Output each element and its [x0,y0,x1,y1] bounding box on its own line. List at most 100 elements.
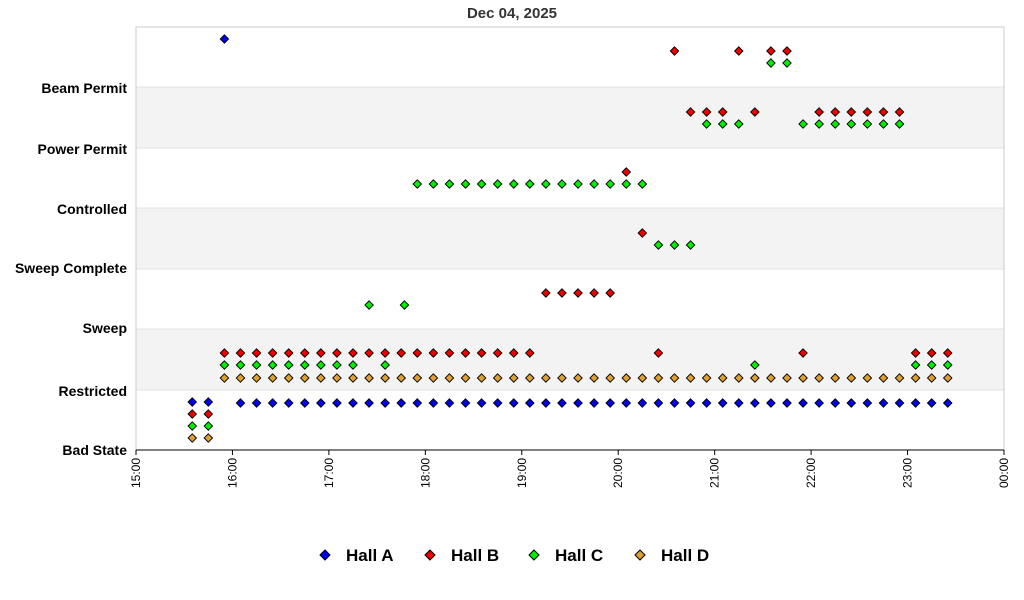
legend-label: Hall B [451,546,499,565]
point-hall-b [524,348,535,358]
point-hall-b [942,348,953,358]
point-hall-b [283,348,294,358]
point-hall-c [219,360,230,370]
point-hall-d [332,373,342,383]
point-hall-b [235,348,246,358]
point-hall-b [926,348,937,358]
point-hall-c [283,360,294,370]
point-hall-d [203,433,214,443]
point-hall-b [557,288,567,298]
point-hall-a [894,398,905,408]
point-hall-d [846,373,857,383]
point-hall-a [508,398,519,408]
point-hall-c [894,119,905,129]
point-hall-b [428,348,439,358]
point-hall-a [685,398,696,408]
point-hall-d [766,373,776,383]
point-hall-d [926,373,937,383]
point-hall-c [573,179,583,189]
y-tick-label: Restricted [59,383,127,399]
point-hall-c [203,421,214,431]
point-hall-b [910,348,921,358]
point-hall-a [653,398,664,408]
point-hall-b [894,107,905,117]
plot-band [136,148,1004,208]
point-hall-a [846,398,857,408]
point-hall-c [460,179,471,189]
point-hall-c [508,179,519,189]
point-hall-d [814,373,824,383]
point-hall-a [605,398,616,408]
point-hall-c [492,179,503,189]
x-tick-label: 00:00 [997,458,1011,488]
point-hall-a [476,398,487,408]
point-hall-c [669,240,680,250]
chart-title: Dec 04, 2025 [467,5,557,22]
point-hall-a [701,398,712,408]
point-hall-a [428,398,439,408]
point-hall-d [283,373,294,383]
point-hall-c [524,179,535,189]
point-hall-a [814,398,824,408]
point-hall-b [798,348,808,358]
point-hall-a [444,398,455,408]
point-hall-c [798,119,808,129]
x-axis: 15:00 16:00 17:00 18:00 19:00 20:00 21:00 22:00… [129,449,1011,488]
plot-band [136,87,1004,148]
x-tick-label: 15:00 [129,458,143,488]
point-hall-d [621,373,632,383]
point-hall-d [316,373,326,383]
point-hall-d [894,373,905,383]
point-hall-c [316,360,326,370]
point-hall-b [653,348,664,358]
point-hall-b [766,46,776,56]
point-hall-a [910,398,921,408]
point-hall-b [203,409,214,419]
point-hall-d [637,373,648,383]
point-hall-c [557,179,567,189]
point-hall-d [299,373,310,383]
plot-band [136,208,1004,269]
point-hall-b [251,348,262,358]
point-hall-b [621,167,632,177]
point-hall-d [830,373,841,383]
point-hall-a [637,398,648,408]
point-hall-b [637,228,648,238]
point-hall-c [830,119,841,129]
point-hall-d [235,373,246,383]
point-hall-b [508,348,519,358]
point-hall-c [364,300,374,310]
point-hall-b [444,348,455,358]
point-hall-b [685,107,696,117]
point-hall-a [460,398,471,408]
point-hall-b [187,409,198,419]
data-points [187,34,953,443]
point-hall-c [589,179,599,189]
point-hall-b [299,348,310,358]
point-hall-a [235,398,246,408]
point-hall-a [782,398,792,408]
point-hall-c [299,360,310,370]
point-hall-c [942,360,953,370]
point-hall-d [605,373,616,383]
legend-marker [424,549,436,561]
point-hall-c [766,58,776,68]
point-hall-d [573,373,583,383]
point-hall-d [862,373,873,383]
point-hall-b [846,107,857,117]
point-hall-a [316,398,326,408]
point-hall-b [782,46,792,56]
x-tick-label: 17:00 [322,458,336,488]
legend-label: Hall A [346,546,394,565]
x-tick-label: 16:00 [225,458,239,488]
point-hall-a [926,398,937,408]
plot-band [136,269,1004,329]
point-hall-b [396,348,407,358]
point-hall-b [573,288,583,298]
point-hall-b [460,348,471,358]
plot-band [136,390,1004,450]
point-hall-d [589,373,599,383]
y-tick-label: Power Permit [38,141,128,157]
point-hall-c [701,119,712,129]
point-hall-c [605,179,616,189]
